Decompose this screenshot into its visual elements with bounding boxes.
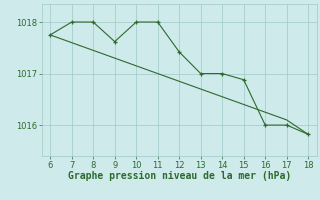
X-axis label: Graphe pression niveau de la mer (hPa): Graphe pression niveau de la mer (hPa): [68, 171, 291, 181]
